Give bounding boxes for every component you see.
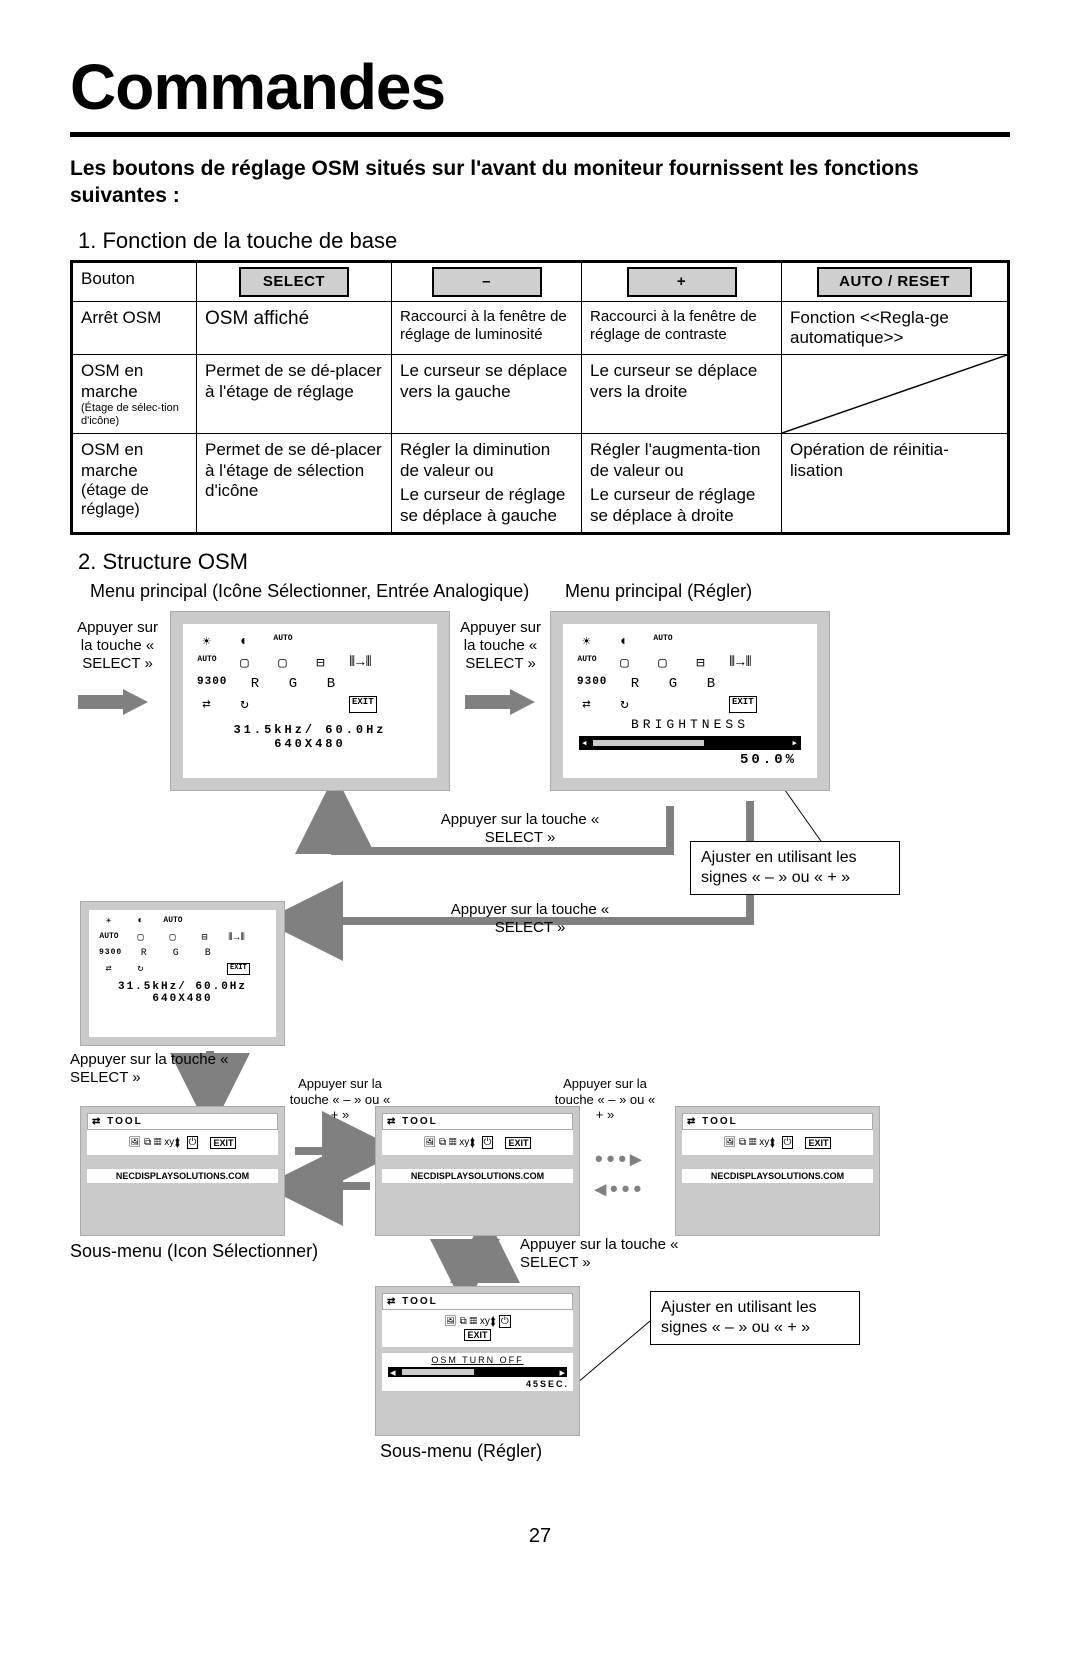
dots-right: •••▸: [595, 1146, 645, 1172]
section2-heading: 2. Structure OSM: [78, 549, 1010, 575]
callout-adjust-2: Ajuster en utilisant les signes « – » ou…: [650, 1291, 860, 1345]
btn-minus: –: [432, 267, 542, 297]
r3c2: Régler la diminution de valeur ou Le cur…: [392, 434, 582, 534]
intro-text: Les boutons de réglage OSM situés sur l'…: [70, 155, 1010, 210]
r1c2: Raccourci à la fenêtre de réglage de lum…: [392, 301, 582, 355]
r2c3: Le curseur se déplace vers la droite: [582, 355, 782, 434]
callout-adjust-1: Ajuster en utilisant les signes « – » ou…: [690, 841, 900, 895]
arrow-right-2: [465, 689, 535, 720]
section1-heading: 1. Fonction de la touche de base: [78, 228, 1010, 254]
panel-tool-1: ⇄ TOOL 🖼 ⧉ ▦ xy⬍ ⏻EXIT NECDISPLAYSOLUTIO…: [80, 1106, 285, 1236]
r3c0: OSM en marche (étage de réglage): [72, 434, 197, 534]
lbl-select-2: Appuyer sur la touche « SELECT »: [453, 619, 548, 673]
r3c3: Régler l'augmenta-tion de valeur ou Le c…: [582, 434, 782, 534]
page-title: Commandes: [70, 50, 1010, 137]
btn-select: SELECT: [239, 267, 349, 297]
lbl-select-6: Appuyer sur la touche « SELECT »: [520, 1236, 720, 1272]
arrow-right-1: [78, 689, 148, 720]
dots-left: ◂•••: [595, 1176, 645, 1202]
r1c0: Arrêt OSM: [72, 301, 197, 355]
page-number: 27: [70, 1525, 1010, 1548]
lbl-sub-adjust: Sous-menu (Régler): [380, 1441, 542, 1463]
btn-plus: +: [627, 267, 737, 297]
r1c1: OSM affiché: [197, 301, 392, 355]
r3c4: Opération de réinitia-lisation: [782, 434, 1009, 534]
r1c3: Raccourci à la fenêtre de réglage de con…: [582, 301, 782, 355]
lbl-select-3: Appuyer sur la touche « SELECT »: [420, 811, 620, 847]
lbl-sub-select: Sous-menu (Icon Sélectionner): [70, 1241, 318, 1263]
panel-main-small: ☀◐AUTO AUTO▢▢⊟⦀→⦀ 9300RGB ⇄↻EXIT 31.5kHz…: [80, 901, 285, 1046]
panel-tool-3: ⇄ TOOL 🖼 ⧉ ▦ xy⬍ ⏻EXIT NECDISPLAYSOLUTIO…: [675, 1106, 880, 1236]
r3c1: Permet de se dé-placer à l'étage de séle…: [197, 434, 392, 534]
r2c2: Le curseur se déplace vers la gauche: [392, 355, 582, 434]
r2c1: Permet de se dé-placer à l'étage de régl…: [197, 355, 392, 434]
panel-tool-2: ⇄ TOOL 🖼 ⧉ ▦ xy⬍ ⏻EXIT NECDISPLAYSOLUTIO…: [375, 1106, 580, 1236]
btn-auto: AUTO / RESET: [817, 267, 972, 297]
lbl-select-1: Appuyer sur la touche « SELECT »: [70, 619, 165, 673]
panel-main-select: ☀◐AUTO AUTO▢▢⊟⦀→⦀ 9300RGB ⇄↻EXIT 31.5kHz…: [170, 611, 450, 791]
lbl-main-select: Menu principal (Icône Sélectionner, Entr…: [90, 581, 529, 603]
panel-tool-adjust: ⇄ TOOL 🖼 ⧉ ▦ xy⬍ ⏻ EXIT OSM TURN OFF 45S…: [375, 1286, 580, 1436]
lbl-select-4: Appuyer sur la touche « SELECT »: [430, 901, 630, 937]
lbl-main-adjust: Menu principal (Régler): [565, 581, 752, 603]
panel-main-adjust: ☀◐AUTO AUTO▢▢⊟⦀→⦀ 9300RGB ⇄↻EXIT BRIGHTN…: [550, 611, 830, 791]
r1c4: Fonction <<Regla-ge automatique>>: [782, 301, 1009, 355]
r2c0: OSM en marche (Étage de sélec-tion d'icô…: [72, 355, 197, 434]
osm-diagram: Menu principal (Icône Sélectionner, Entr…: [70, 581, 1010, 1521]
hdr-bouton: Bouton: [72, 261, 197, 301]
r2c4-diagonal: [782, 355, 1009, 434]
lbl-select-5: Appuyer sur la touche « SELECT »: [70, 1051, 240, 1087]
function-table: Bouton SELECT – + AUTO / RESET Arrêt OSM…: [70, 260, 1010, 535]
